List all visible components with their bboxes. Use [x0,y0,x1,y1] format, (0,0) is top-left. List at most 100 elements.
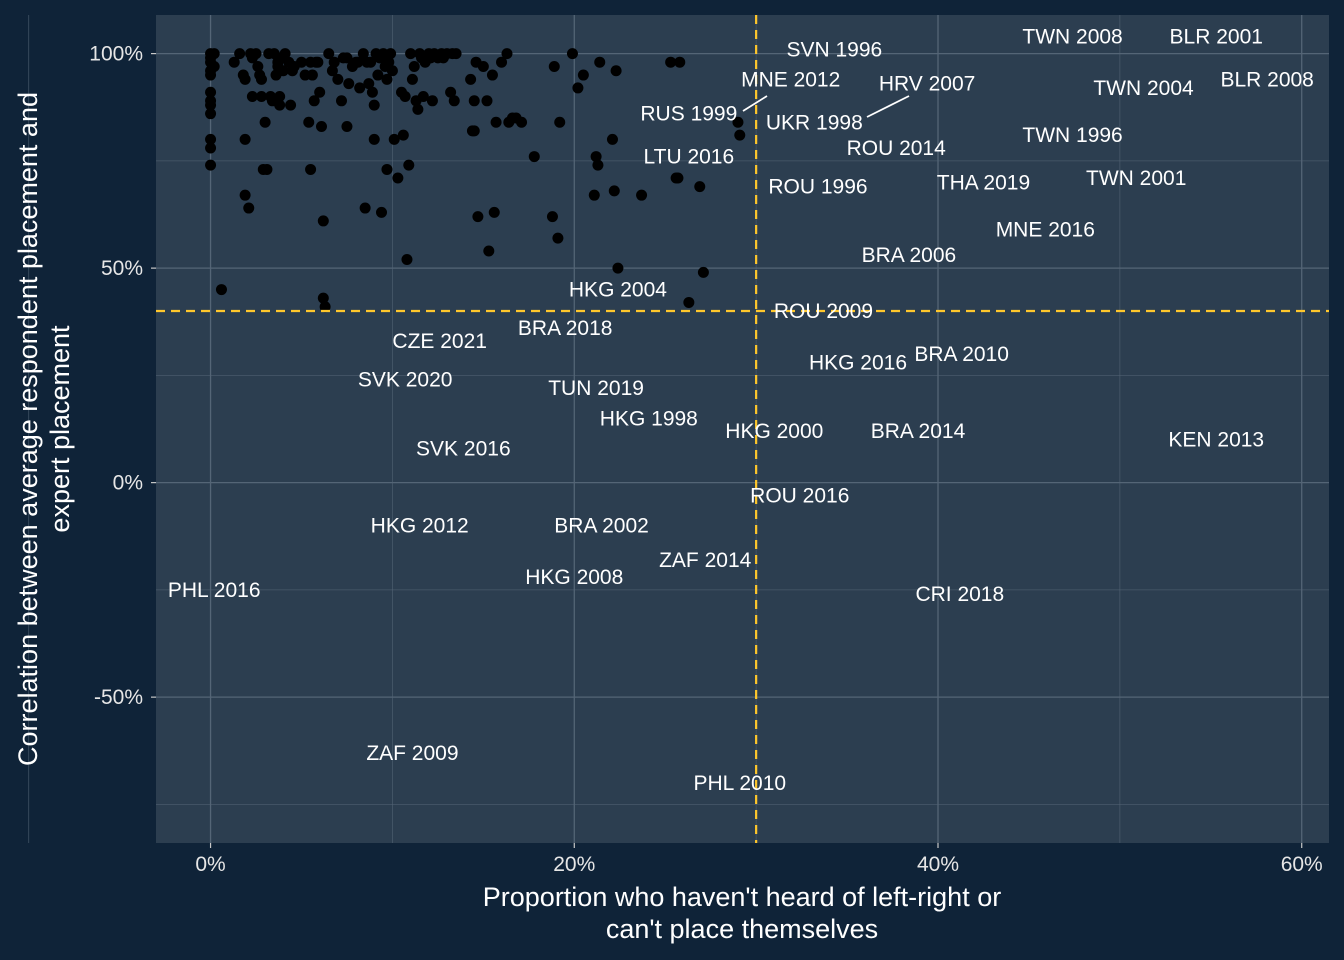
data-point [363,78,375,90]
data-point [228,56,240,68]
data-point [306,69,318,81]
x-axis-ticks: 0% 20% 40% 60% [195,843,1323,876]
data-point [328,56,340,68]
data-point [279,48,291,60]
data-point [392,172,404,184]
point-label: ROU 1996 [768,176,867,199]
data-point [255,73,267,85]
data-point [303,116,315,128]
point-labels: SVN 1996 TWN 2008 BLR 2001 MNE 2012 HRV 2007… [168,25,1314,794]
point-label: MNE 2012 [741,68,840,91]
data-point [332,73,344,85]
data-point [341,121,353,133]
point-label: THA 2019 [937,171,1030,194]
major-gridlines [156,15,1329,843]
y-tick-label: 100% [89,43,143,66]
data-point [381,163,393,175]
y-axis-title-line-1: Correlation between average respondent p… [13,92,43,766]
point-label: SVK 2020 [358,369,453,392]
data-point [239,189,251,201]
point-label: BRA 2006 [862,244,957,267]
data-point [488,206,500,218]
point-label: UKR 1998 [766,111,863,134]
data-point [365,56,377,68]
leader-line [866,95,910,118]
data-point [606,133,618,145]
data-point [612,262,624,274]
data-point [285,99,297,111]
data-point [381,73,393,85]
data-point [205,86,217,98]
y-axis-ticks: -50% 0% 50% 100% [89,43,156,709]
data-point [386,65,398,77]
data-point [205,133,217,145]
data-point [317,292,329,304]
data-point [305,163,317,175]
data-point [319,301,331,313]
data-point [468,95,480,107]
data-point [548,60,560,72]
y-axis-title-line-2: expert placement [45,325,75,533]
data-point [234,48,246,60]
data-point [408,60,420,72]
point-label: ZAF 2014 [659,549,752,572]
data-point [477,60,489,72]
data-point [450,48,462,60]
reference-lines [156,15,1329,843]
data-point [674,56,686,68]
point-label: HKG 2016 [809,352,907,375]
data-point [405,48,417,60]
data-point [295,56,307,68]
data-point [366,86,378,98]
data-point [312,56,324,68]
point-label: TWN 1996 [1022,124,1122,147]
data-point [412,103,424,115]
point-label: BLR 2001 [1170,25,1263,48]
x-axis-title-line-1: Proportion who haven't heard of left-rig… [483,882,1001,912]
data-point [397,129,409,141]
data-point [326,65,338,77]
point-label: SVK 2016 [416,437,511,460]
point-label: CZE 2021 [392,330,487,353]
data-point [359,202,371,214]
point-label: BLR 2008 [1220,68,1313,91]
data-point [335,95,347,107]
point-label: MNE 2016 [996,219,1095,242]
data-point [250,48,262,60]
data-point [448,95,460,107]
data-point [683,296,695,308]
data-point [672,172,684,184]
point-label: HKG 2008 [525,566,623,589]
data-point [383,56,395,68]
x-axis-title-line-2: can't place themselves [606,914,878,944]
data-point [205,159,217,171]
data-point [697,266,709,278]
x-tick-label: 40% [917,853,959,876]
label-leader-lines [742,95,910,118]
data-point [566,48,578,60]
point-label: BRA 2002 [554,515,649,538]
data-point [734,129,746,141]
x-tick-label: 0% [195,853,225,876]
data-point [610,65,622,77]
point-label: HKG 1998 [600,407,698,430]
data-point [208,48,220,60]
data-point [426,95,438,107]
data-point [401,254,413,266]
data-point [636,189,648,201]
data-point [590,151,602,163]
data-point [368,133,380,145]
data-point [417,91,429,103]
point-label: HKG 2004 [569,279,667,302]
data-point [239,73,251,85]
data-point [516,116,528,128]
data-point [490,116,502,128]
data-point [483,245,495,257]
data-point [317,215,329,227]
data-point [252,60,264,72]
data-point [354,82,366,94]
point-label: TWN 2004 [1093,77,1194,100]
data-point [352,56,364,68]
data-point [208,60,220,72]
